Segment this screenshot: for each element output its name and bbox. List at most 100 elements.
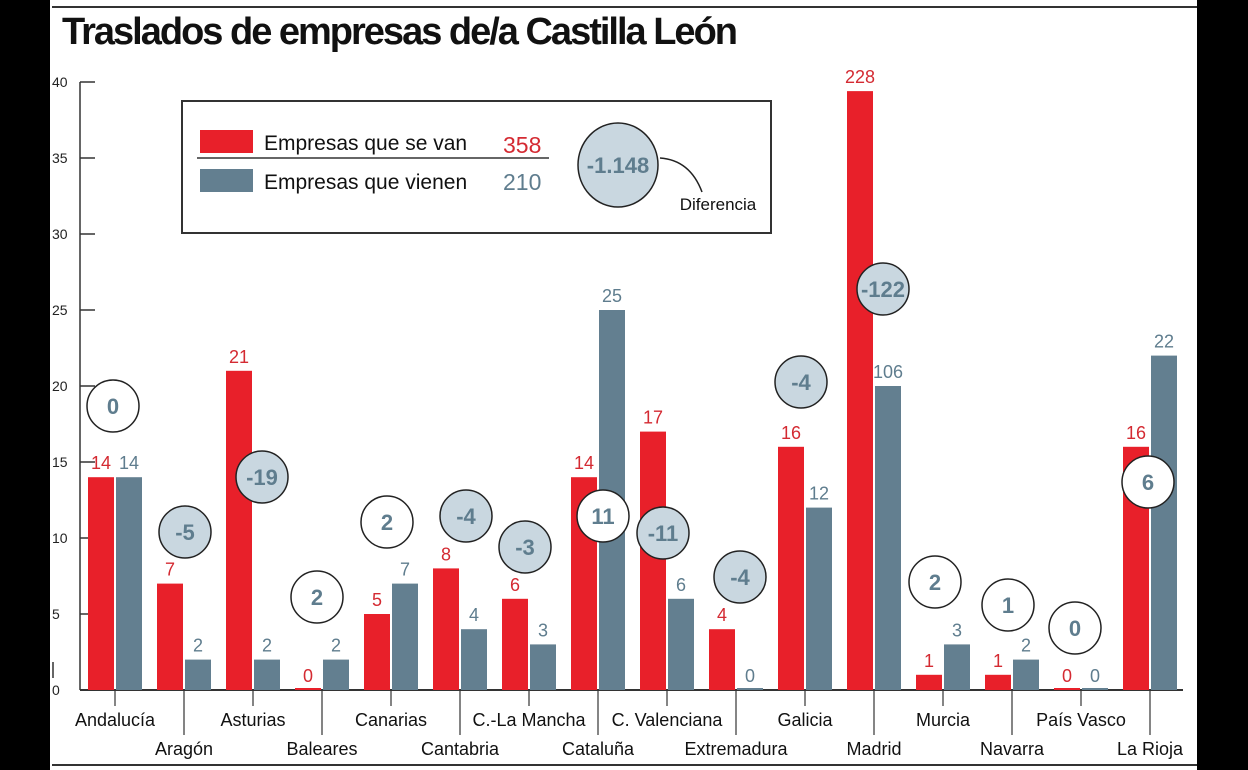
y-tick-label: 5 <box>52 606 60 622</box>
bar-zero <box>737 688 763 690</box>
difference-circle <box>235 450 289 504</box>
category-label: Galicia <box>777 710 833 730</box>
total-difference-value: -1.148 <box>587 153 649 178</box>
y-tick-label: 15 <box>52 454 68 470</box>
category-label: Murcia <box>916 710 971 730</box>
value-label-leaving: 17 <box>643 408 663 428</box>
bar-leaving <box>778 446 804 690</box>
y-tick-label: 10 <box>52 530 68 546</box>
difference-value: -4 <box>456 504 476 529</box>
y-tick-label: 0 <box>52 682 60 698</box>
value-label-leaving: 1 <box>924 651 934 671</box>
bar-leaving <box>157 583 183 690</box>
difference-circle <box>856 262 910 316</box>
value-label-leaving: 7 <box>165 560 175 580</box>
difference-circle <box>439 489 493 543</box>
difference-value: -122 <box>861 277 905 302</box>
difference-circle <box>576 489 630 543</box>
bar-leaving <box>916 674 942 690</box>
category-label: Andalucía <box>75 710 156 730</box>
bar-chart: Traslados de empresas de/a Castilla León… <box>52 6 1197 766</box>
value-label-leaving: 1 <box>993 651 1003 671</box>
value-label-arriving: 25 <box>602 286 622 306</box>
difference-value: -4 <box>730 565 750 590</box>
category-label: La Rioja <box>1117 739 1184 759</box>
difference-value: -19 <box>246 465 278 490</box>
difference-value: -11 <box>648 521 679 546</box>
value-label-leaving: 4 <box>717 605 727 625</box>
value-label-leaving: 228 <box>845 67 875 87</box>
value-label-arriving: 12 <box>809 484 829 504</box>
bar-arriving <box>323 659 349 690</box>
bar-zero <box>1054 688 1080 690</box>
difference-value: 0 <box>1069 616 1081 641</box>
difference-circle <box>774 355 828 409</box>
bar-leaving <box>364 614 390 690</box>
difference-circle <box>360 495 414 549</box>
difference-value: -5 <box>175 520 195 545</box>
difference-value: 11 <box>591 504 614 529</box>
value-label-leaving: 0 <box>303 666 313 686</box>
y-tick-label: 35 <box>52 150 68 166</box>
bar-arriving <box>1013 659 1039 690</box>
category-label: Asturias <box>220 710 285 730</box>
category-label: C.-La Mancha <box>472 710 586 730</box>
difference-value: 6 <box>1142 470 1154 495</box>
difference-circle <box>158 505 212 559</box>
category-label: Extremadura <box>684 739 788 759</box>
difference-circle <box>908 555 962 609</box>
bar-leaving <box>433 568 459 690</box>
difference-circle <box>498 520 552 574</box>
bar-arriving <box>185 659 211 690</box>
bar-leaving <box>985 674 1011 690</box>
category-label: C. Valenciana <box>612 710 724 730</box>
bar-leaving <box>640 431 666 690</box>
bar-arriving <box>116 477 142 690</box>
value-label-arriving: 106 <box>873 362 903 382</box>
value-label-arriving: 14 <box>119 453 139 473</box>
bar-arriving <box>668 598 694 690</box>
bar-arriving <box>944 644 970 690</box>
total-difference-circle <box>577 122 659 208</box>
category-label: Cataluña <box>562 739 635 759</box>
difference-value: 1 <box>1002 593 1014 618</box>
value-label-leaving: 5 <box>372 590 382 610</box>
legend-swatch-arriving <box>200 169 253 192</box>
legend-total-arriving: 210 <box>503 169 541 195</box>
legend-label-leaving: Empresas que se van <box>264 132 467 155</box>
bar-arriving <box>530 644 556 690</box>
legend-box <box>181 100 772 234</box>
chart-canvas: Traslados de empresas de/a Castilla León… <box>50 0 1197 770</box>
value-label-leaving: 0 <box>1062 666 1072 686</box>
difference-circle <box>1121 455 1175 509</box>
difference-value: 0 <box>107 394 119 419</box>
value-label-leaving: 6 <box>510 575 520 595</box>
value-label-arriving: 3 <box>538 620 548 640</box>
difference-label: Diferencia <box>680 195 757 214</box>
bar-arriving <box>392 583 418 690</box>
value-label-arriving: 4 <box>469 605 479 625</box>
category-label: Madrid <box>846 739 901 759</box>
bar-leaving <box>709 629 735 690</box>
difference-circle <box>636 506 690 560</box>
difference-value: -3 <box>515 535 535 560</box>
bar-arriving <box>875 386 901 690</box>
bar-zero <box>1082 688 1108 690</box>
value-label-arriving: 2 <box>331 636 341 656</box>
value-label-arriving: 7 <box>400 560 410 580</box>
value-label-leaving: 14 <box>574 453 594 473</box>
legend-label-arriving: Empresas que vienen <box>264 171 467 194</box>
legend-total-leaving: 358 <box>503 132 541 158</box>
difference-circle <box>981 578 1035 632</box>
difference-circle <box>1048 601 1102 655</box>
value-label-leaving: 16 <box>1126 423 1146 443</box>
y-tick-label: 30 <box>52 226 68 242</box>
category-label: Baleares <box>286 739 357 759</box>
value-label-leaving: 16 <box>781 423 801 443</box>
chart-title: Traslados de empresas de/a Castilla León <box>62 11 736 53</box>
difference-pointer <box>659 157 703 193</box>
category-label: Aragón <box>155 739 213 759</box>
value-label-arriving: 22 <box>1154 332 1174 352</box>
difference-value: 2 <box>311 585 323 610</box>
category-label: Cantabria <box>421 739 500 759</box>
